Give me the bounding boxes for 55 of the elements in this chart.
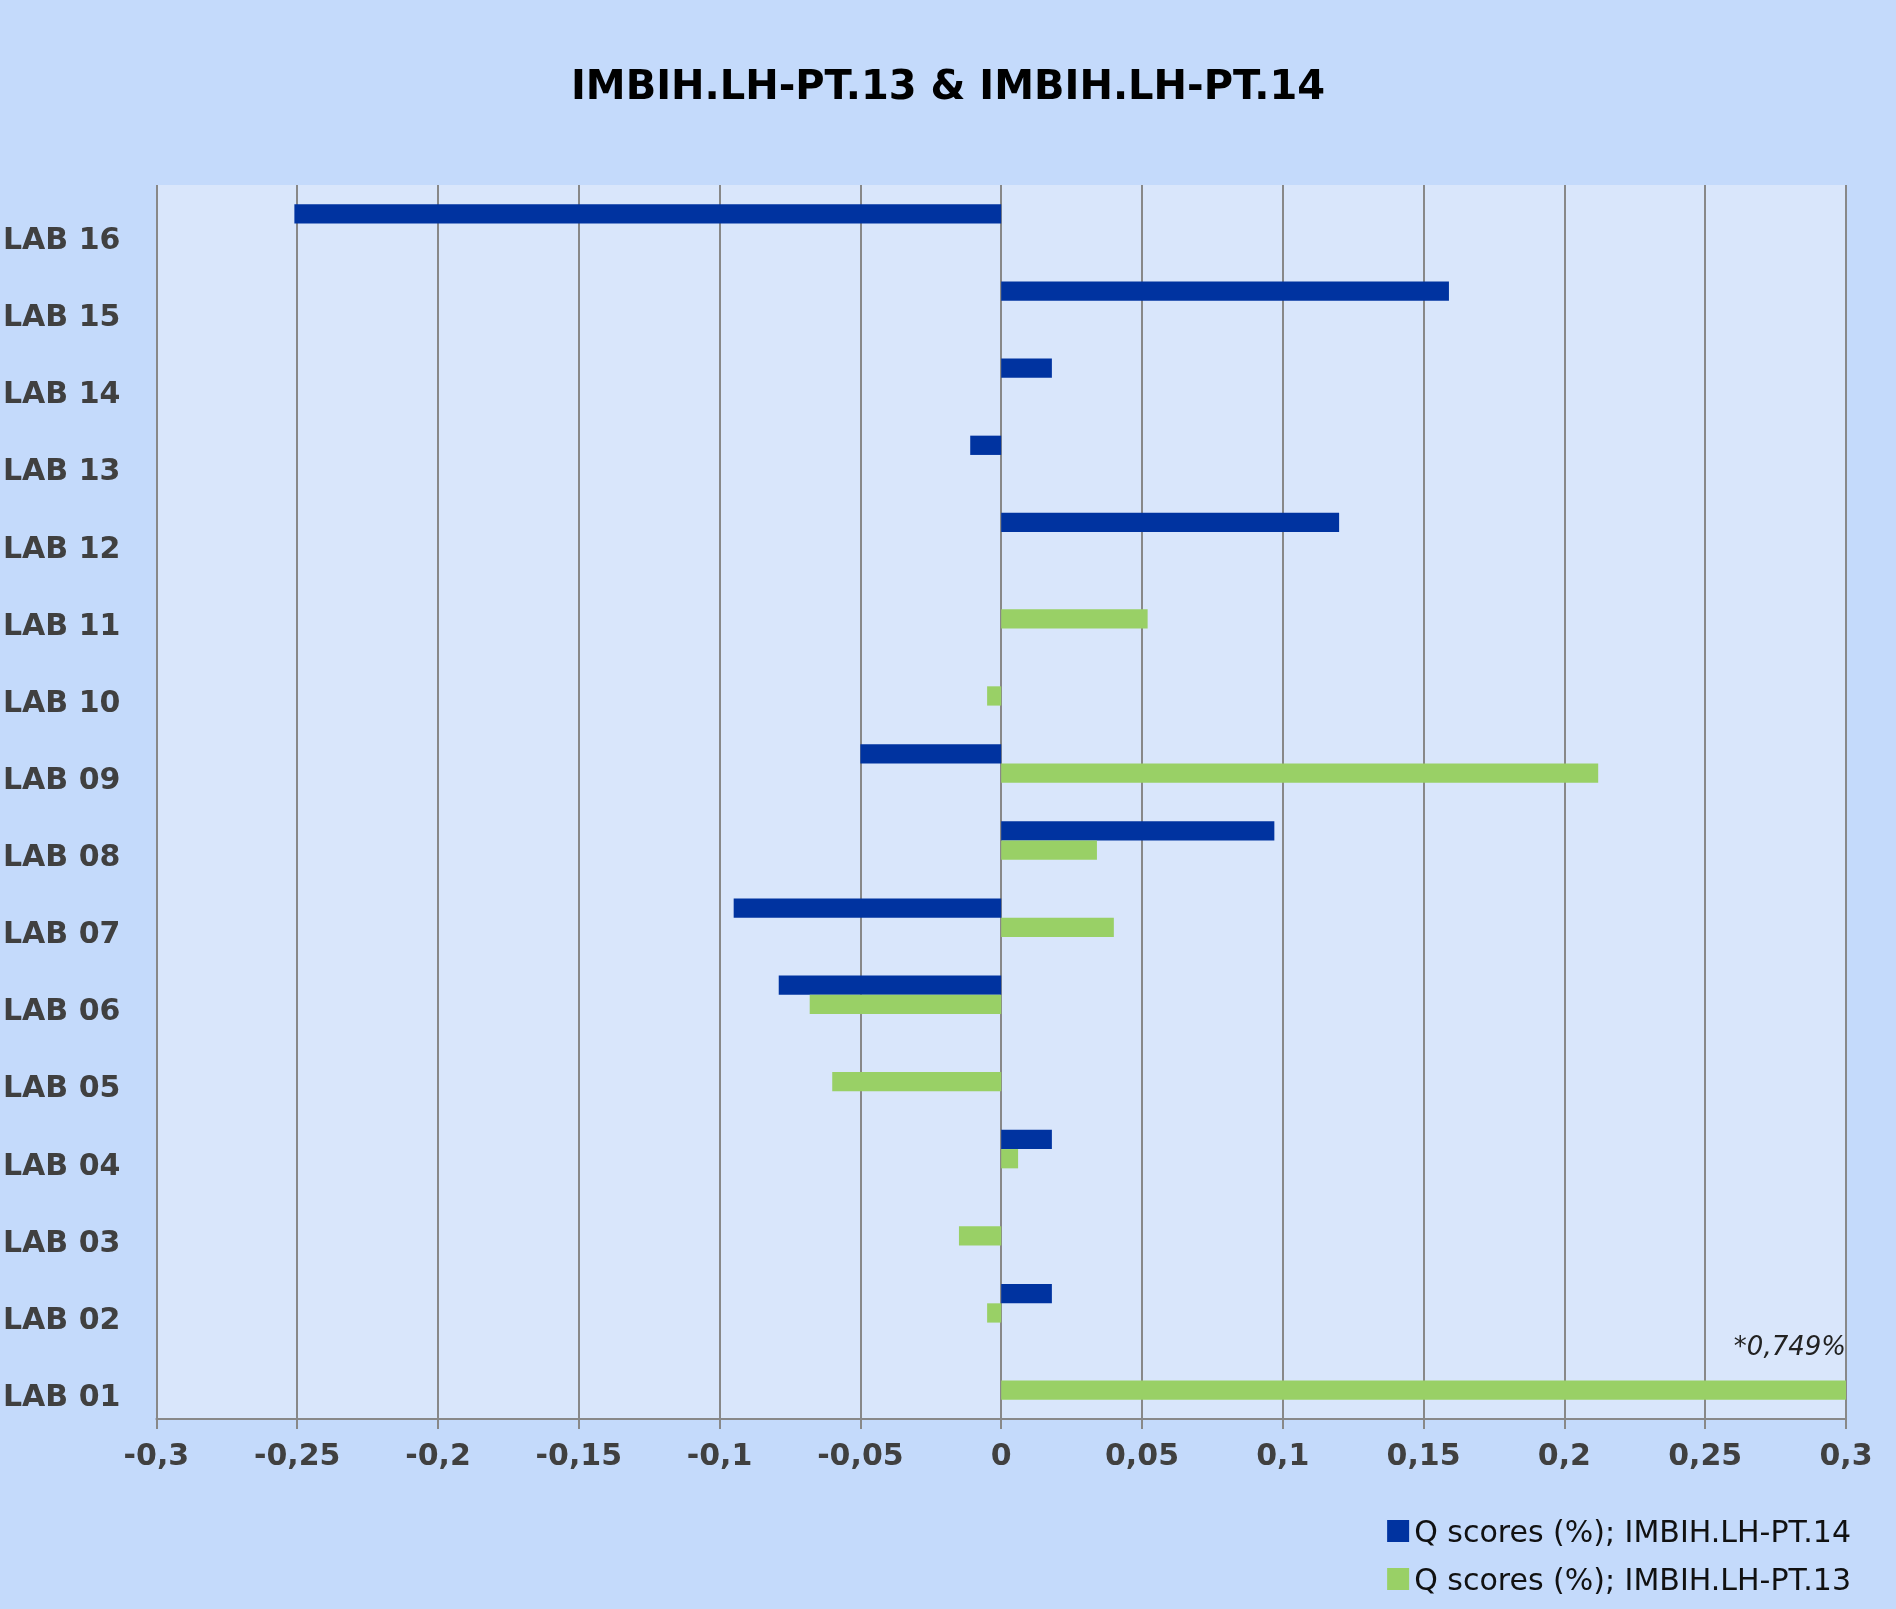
bar <box>1001 821 1275 841</box>
bar <box>958 1226 1002 1246</box>
x-tick-label: -0,1 <box>686 1436 753 1472</box>
legend-label: Q scores (%); IMBIH.LH-PT.13 <box>1414 1561 1851 1597</box>
y-tick-label: LAB 04 <box>2 1146 121 1182</box>
bar <box>1001 1284 1052 1304</box>
x-tick-label: 0,3 <box>1819 1436 1873 1472</box>
annotation: *0,749% <box>1733 1331 1846 1362</box>
legend-label: Q scores (%); IMBIH.LH-PT.14 <box>1414 1513 1851 1549</box>
bar <box>294 204 1002 224</box>
bar <box>1001 917 1114 937</box>
y-tick-label: LAB 08 <box>2 838 121 874</box>
bar <box>1001 763 1599 783</box>
y-tick-label: LAB 11 <box>2 606 121 642</box>
x-tick-label: -0,05 <box>817 1436 904 1472</box>
bar <box>987 1303 1002 1323</box>
bar <box>809 994 1002 1015</box>
x-tick-label: -0,3 <box>123 1436 190 1472</box>
bar <box>1001 358 1052 378</box>
x-tick-label: 0,15 <box>1386 1436 1461 1472</box>
x-tick-label: -0,25 <box>253 1436 341 1472</box>
bar <box>733 898 1002 918</box>
y-tick-label: LAB 02 <box>2 1300 121 1336</box>
bar <box>778 975 1002 995</box>
bar <box>832 1071 1002 1092</box>
y-tick-label: LAB 03 <box>2 1223 121 1259</box>
bar <box>1001 281 1449 301</box>
y-tick-label: LAB 13 <box>2 452 121 488</box>
bar <box>1001 1129 1052 1150</box>
x-tick-label: -0,15 <box>535 1436 623 1472</box>
y-tick-label: LAB 10 <box>2 683 121 719</box>
y-tick-label: LAB 01 <box>2 1377 121 1413</box>
bar <box>860 744 1002 764</box>
y-tick-label: LAB 14 <box>2 375 121 411</box>
x-tick-label: 0,25 <box>1668 1436 1743 1472</box>
x-tick-label: 0,1 <box>1256 1436 1310 1472</box>
bar <box>1001 840 1097 860</box>
y-tick-label: LAB 12 <box>2 529 121 565</box>
x-tick-label: 0,2 <box>1537 1436 1591 1472</box>
x-tick-label: 0 <box>990 1436 1012 1472</box>
y-tick-label: LAB 05 <box>2 1069 121 1105</box>
chart-title: IMBIH.LH-PT.13 & IMBIH.LH-PT.14 <box>570 62 1326 108</box>
y-tick-label: LAB 06 <box>2 992 121 1028</box>
bar <box>1001 609 1148 629</box>
bar <box>970 435 1002 455</box>
bar <box>1001 1380 1846 1400</box>
x-tick-label: 0,05 <box>1104 1436 1180 1472</box>
bar <box>987 686 1002 706</box>
y-tick-label: LAB 07 <box>2 915 121 951</box>
y-tick-label: LAB 09 <box>2 760 121 796</box>
y-tick-label: LAB 16 <box>2 221 121 257</box>
bar <box>1001 512 1340 533</box>
x-tick-label: -0,2 <box>405 1436 471 1472</box>
bar <box>1001 1149 1019 1169</box>
y-tick-label: LAB 15 <box>2 298 121 334</box>
